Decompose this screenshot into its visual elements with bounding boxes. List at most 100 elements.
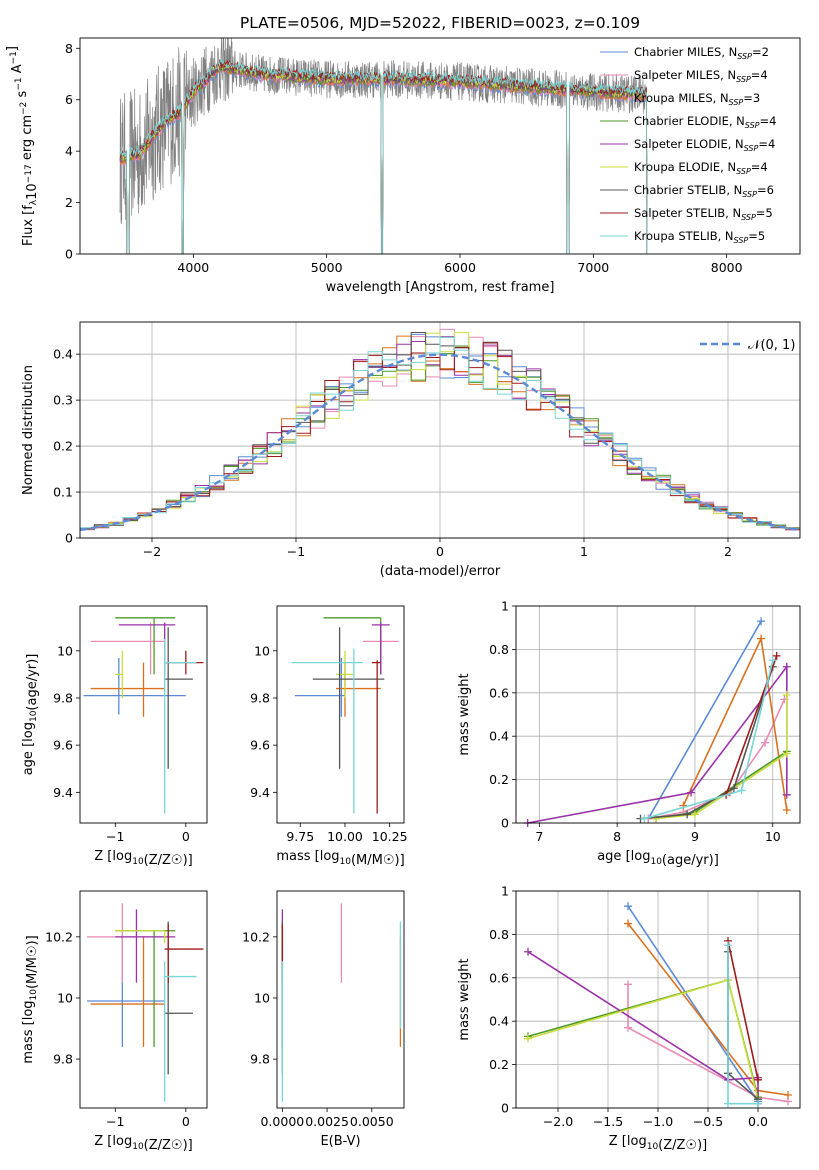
x-tick-label: 4000	[177, 260, 209, 275]
x-axis-label: wavelength [Angstrom, rest frame]	[326, 280, 555, 295]
x-axis-label: Z [log10(Z/Z☉)]	[94, 1134, 192, 1153]
weight-marker	[782, 790, 791, 799]
x-tick-label: 7000	[577, 260, 609, 275]
weight-marker	[624, 902, 632, 911]
weight-line-chabrier-stelib	[640, 666, 774, 820]
x-tick-label: 0.0025	[305, 1114, 349, 1129]
legend-entry: Chabrier MILES, NSSP=2	[634, 45, 769, 61]
x-tick-label: 9	[691, 829, 699, 844]
histogram-salpeter-stelib	[80, 342, 800, 530]
y-tick-label: 9.6	[250, 738, 270, 753]
y-tick-label: 0.1	[53, 485, 73, 500]
x-tick-label: 0	[182, 829, 190, 844]
y-tick-label: 4	[65, 144, 73, 159]
weight-marker	[687, 788, 696, 797]
legend-entry: Kroupa MILES, NSSP=3	[634, 91, 760, 107]
weight-marker	[760, 738, 769, 747]
weight-line-salpeter-elodie	[527, 951, 759, 1104]
y-tick-label: 1	[501, 599, 509, 614]
axes-frame	[79, 605, 208, 824]
y-tick-label: 10	[254, 990, 270, 1005]
x-tick-label: −1	[106, 1114, 124, 1129]
legend-entry: Salpeter MILES, NSSP=4	[634, 68, 768, 84]
legend-entry: 𝒩(0, 1)	[748, 338, 795, 353]
axes-frame	[79, 37, 801, 255]
y-axis-label: mass weight	[457, 673, 472, 755]
weight-marker	[782, 749, 791, 758]
y-tick-label: 9.8	[250, 690, 270, 705]
x-axis-label: mass [log10(M/M☉)]	[276, 849, 404, 868]
weight-marker	[782, 662, 791, 671]
weight-marker	[640, 814, 649, 823]
y-tick-label: 0	[501, 1101, 509, 1116]
y-tick-label: 8	[65, 41, 73, 56]
spectrum-panel: 4000 5000 6000 7000 8000 0 2 4 6 8 wavelength [Ang…	[5, 37, 801, 295]
weight-marker	[690, 810, 699, 819]
weight-line-chabrier-elodie	[655, 750, 788, 820]
mass-weight-vs-Z-panel: −2.0 −1.5 −1.0 −0.5 0.0 0 0.2 0.4 0.6 0.8 1 Z [log1…	[457, 884, 801, 1153]
x-axis-label: Z [log10(Z/Z☉)]	[94, 849, 192, 868]
y-tick-label: 0.6	[489, 970, 509, 985]
x-tick-label: −0.5	[693, 1114, 723, 1129]
y-tick-label: 10.2	[242, 929, 270, 944]
y-axis-label: Normed distribution	[21, 365, 36, 495]
weight-marker	[624, 919, 632, 928]
y-tick-label: 0.8	[489, 642, 509, 657]
y-tick-label: 10.2	[45, 929, 73, 944]
y-tick-label: 0.4	[53, 347, 73, 362]
weight-marker	[757, 617, 766, 626]
axes-frame	[515, 605, 801, 824]
x-tick-label: 0	[436, 544, 444, 559]
axes-frame	[276, 890, 405, 1109]
weight-marker	[737, 786, 746, 795]
weight-marker	[679, 801, 688, 810]
weight-marker	[524, 1034, 532, 1043]
y-tick-label: 10	[57, 643, 73, 658]
legend-entry: Chabrier STELIB, NSSP=6	[634, 183, 774, 199]
axes-frame	[79, 321, 801, 539]
y-tick-label: 1	[501, 884, 509, 899]
weight-marker	[683, 810, 692, 819]
y-tick-label: 0.4	[489, 1014, 509, 1029]
weight-marker	[624, 980, 632, 989]
x-tick-label: −1	[106, 829, 124, 844]
weight-marker	[772, 651, 781, 660]
y-axis-label: age [log10(age/yr)]	[21, 654, 40, 776]
x-tick-label: 10.25	[372, 829, 408, 844]
weight-marker	[782, 690, 791, 699]
x-tick-label: 10.00	[327, 829, 363, 844]
x-tick-label: 8	[613, 829, 621, 844]
x-tick-label: 7	[535, 829, 543, 844]
legend-entry: Kroupa STELIB, NSSP=5	[634, 229, 765, 245]
y-tick-label: 0	[65, 531, 73, 546]
weight-marker	[624, 1023, 632, 1032]
y-tick-label: 0.6	[489, 685, 509, 700]
x-tick-label: 0	[182, 1114, 190, 1129]
legend-entry: Kroupa ELODIE, NSSP=4	[634, 160, 768, 176]
weight-marker	[524, 947, 532, 956]
weight-marker	[729, 784, 738, 793]
x-tick-label: 0.0000	[260, 1114, 304, 1129]
weight-marker	[754, 1075, 762, 1084]
weight-marker	[724, 941, 732, 950]
y-tick-label: 2	[65, 195, 73, 210]
y-axis-label: Flux [fλ10−17 erg cm−2 s−1 A−1]	[5, 46, 40, 246]
y-tick-label: 0.2	[489, 1057, 509, 1072]
weight-marker	[724, 1099, 732, 1108]
x-tick-label: 1	[580, 544, 588, 559]
weight-line-salpeter-stelib	[727, 940, 759, 1080]
mass-vs-Z-panel: −1 0 9.8 10 10.2 Z [log10(Z/Z☉)] mass [log10(M…	[21, 890, 208, 1153]
weight-line-kroupa-elodie	[656, 695, 788, 820]
axes-frame	[276, 605, 405, 824]
weight-marker	[754, 1099, 762, 1108]
x-tick-label: −2	[143, 544, 161, 559]
weight-marker	[782, 805, 791, 814]
x-tick-label: 6000	[444, 260, 476, 275]
x-tick-label: 9.75	[286, 829, 314, 844]
mass-weight-vs-age-panel: 7 8 9 10 0 0.2 0.4 0.6 0.8 1 age [log10(age/yr)] ma…	[457, 599, 801, 868]
x-axis-label: age [log10(age/yr)]	[597, 849, 719, 868]
x-tick-label: 2	[724, 544, 732, 559]
y-tick-label: 10	[254, 643, 270, 658]
x-tick-label: −1.0	[643, 1114, 673, 1129]
